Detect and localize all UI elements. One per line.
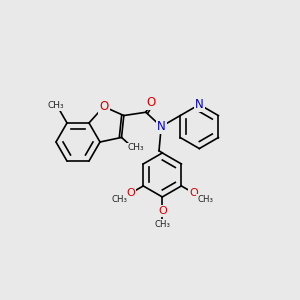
Text: CH₃: CH₃: [127, 143, 144, 152]
Text: O: O: [189, 188, 198, 198]
Text: CH₃: CH₃: [197, 195, 213, 204]
Text: N: N: [195, 98, 204, 111]
Text: CH₃: CH₃: [112, 195, 127, 204]
Text: O: O: [99, 100, 108, 113]
Text: CH₃: CH₃: [47, 101, 64, 110]
Text: O: O: [147, 96, 156, 109]
Text: O: O: [158, 206, 167, 216]
Text: N: N: [157, 120, 166, 133]
Text: CH₃: CH₃: [154, 220, 170, 229]
Text: O: O: [127, 188, 135, 198]
